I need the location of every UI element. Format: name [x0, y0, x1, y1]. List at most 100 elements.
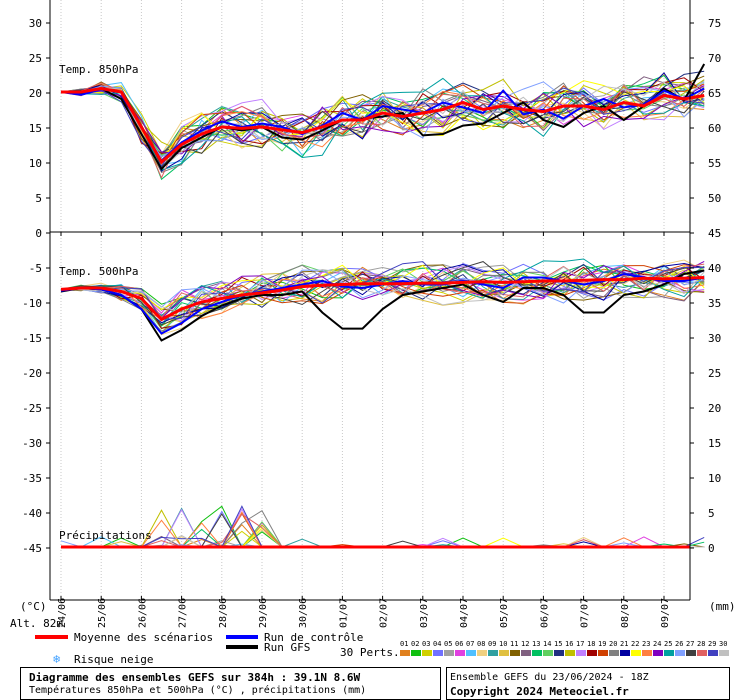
title-box: Diagramme des ensembles GEFS sur 384h : …: [20, 667, 441, 700]
info-box: Ensemble GEFS du 23/06/2024 - 18Z Copyri…: [446, 667, 730, 700]
chart-title: Diagramme des ensembles GEFS sur 384h : …: [29, 671, 361, 684]
pert-swatch: [477, 650, 487, 656]
pert-number: 13: [532, 640, 540, 648]
right-tick-label: 40: [708, 262, 721, 275]
pert-swatch: [499, 650, 509, 656]
pert-swatch: [565, 650, 575, 656]
gfs-t500-line: [60, 269, 705, 342]
left-tick-label: -20: [22, 367, 42, 380]
pert-number: 23: [642, 640, 650, 648]
pert-swatch: [697, 650, 707, 656]
pert-number: 25: [664, 640, 672, 648]
pert-swatch: [455, 650, 465, 656]
pert-t850-line: [60, 78, 705, 154]
left-tick-label: -40: [22, 507, 42, 520]
mean-t500-line: [60, 276, 705, 322]
snowflake-icon: ❄: [53, 652, 60, 666]
right-tick-label: 65: [708, 87, 721, 100]
date-label: 02/07: [379, 598, 390, 628]
left-tick-label: -45: [22, 542, 42, 555]
pert-swatch: [620, 650, 630, 656]
date-label: 05/07: [499, 598, 510, 628]
left-tick-label: -15: [22, 332, 42, 345]
right-tick-label: 30: [708, 332, 721, 345]
pert-number: 14: [543, 640, 551, 648]
right-unit: (mm): [709, 600, 736, 613]
left-unit: (°C): [20, 600, 47, 613]
pert-number: 17: [576, 640, 584, 648]
pert-number: 19: [598, 640, 606, 648]
right-tick-label: 50: [708, 192, 721, 205]
right-tick-label: 60: [708, 122, 721, 135]
left-tick-label: 25: [29, 52, 42, 65]
left-tick-label: 0: [35, 227, 42, 240]
left-tick-label: -10: [22, 297, 42, 310]
pert-number: 28: [697, 640, 705, 648]
left-tick-label: 30: [29, 17, 42, 30]
pert-number: 04: [433, 640, 441, 648]
pert-swatch: [664, 650, 674, 656]
legend-mean-label: Moyenne des scénarios: [74, 631, 213, 644]
left-tick-label: 5: [35, 192, 42, 205]
legend-perts-label: 30 Perts.: [340, 646, 400, 659]
pert-number: 10: [499, 640, 507, 648]
chart-labels: Temp. 850hPa Temp. 500hPa Précipitations…: [10, 63, 736, 630]
left-tick-label: -5: [29, 262, 42, 275]
run-info: Ensemble GEFS du 23/06/2024 - 18Z: [450, 672, 649, 683]
pert-number: 22: [631, 640, 639, 648]
pert-t850-line: [60, 85, 705, 156]
right-tick-label: 25: [708, 367, 721, 380]
left-tick-label: 20: [29, 87, 42, 100]
pert-swatch: [466, 650, 476, 656]
pert-number: 27: [686, 640, 694, 648]
chart-axes: 302520151050-5-10-15-20-25-30-35-40-4575…: [22, 0, 721, 628]
pert-swatch: [708, 650, 718, 656]
date-label: 24/06: [57, 598, 68, 628]
pert-number: 26: [675, 640, 683, 648]
pert-swatch: [609, 650, 619, 656]
right-tick-label: 35: [708, 297, 721, 310]
pert-swatch: [433, 650, 443, 656]
right-tick-label: 45: [708, 227, 721, 240]
date-label: 01/07: [338, 598, 349, 628]
pert-number: 16: [565, 640, 573, 648]
pert-swatch: [510, 650, 520, 656]
pert-number: 29: [708, 640, 716, 648]
pert-t500-line: [60, 260, 705, 319]
pert-swatch: [653, 650, 663, 656]
pert-number: 02: [411, 640, 419, 648]
date-label: 08/07: [620, 598, 631, 628]
pert-swatch: [422, 650, 432, 656]
date-label: 28/06: [218, 598, 229, 628]
pert-swatch: [642, 650, 652, 656]
left-tick-label: -30: [22, 437, 42, 450]
left-tick-label: -25: [22, 402, 42, 415]
legend: Moyenne des scénarios Run de contrôle Ru…: [35, 631, 729, 666]
pert-t500-line: [60, 268, 705, 311]
pert-t500-line: [60, 261, 705, 326]
date-label: 29/06: [258, 598, 269, 628]
right-tick-label: 75: [708, 17, 721, 30]
left-tick-label: 10: [29, 157, 42, 170]
right-tick-label: 10: [708, 472, 721, 485]
pert-t850-line: [60, 82, 705, 174]
pert-swatch: [631, 650, 641, 656]
pert-swatch: [719, 650, 729, 656]
pert-number: 18: [587, 640, 595, 648]
pert-swatch: [411, 650, 421, 656]
pert-swatch: [686, 650, 696, 656]
right-tick-label: 55: [708, 157, 721, 170]
pert-t850-line: [60, 77, 705, 171]
pert-swatch: [598, 650, 608, 656]
pert-number: 06: [455, 640, 463, 648]
pert-swatch: [444, 650, 454, 656]
right-tick-label: 5: [708, 507, 715, 520]
date-label: 09/07: [660, 598, 671, 628]
pert-number: 21: [620, 640, 628, 648]
pert-swatch: [576, 650, 586, 656]
pert-number: 03: [422, 640, 430, 648]
right-tick-label: 70: [708, 52, 721, 65]
pert-precip-line: [61, 513, 705, 548]
legend-snow-label: Risque neige: [74, 653, 153, 666]
